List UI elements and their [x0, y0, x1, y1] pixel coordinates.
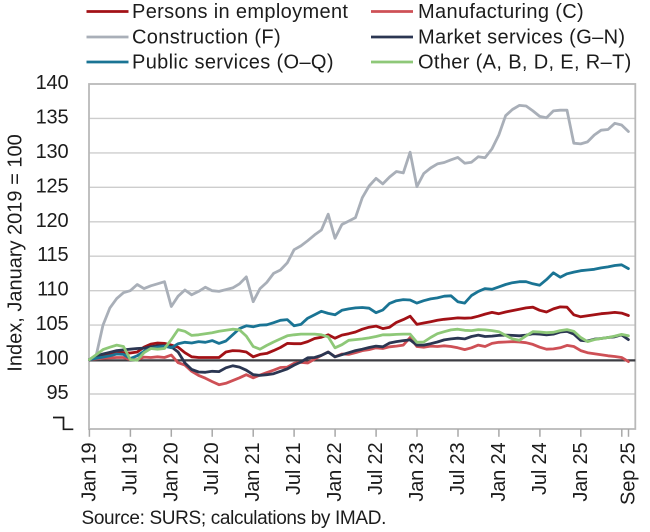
- svg-text:135: 135: [36, 106, 69, 128]
- svg-text:140: 140: [36, 72, 69, 94]
- svg-text:Persons in employment: Persons in employment: [132, 1, 348, 23]
- svg-text:Jan 21: Jan 21: [242, 442, 264, 501]
- svg-text:115: 115: [37, 244, 68, 266]
- svg-text:Index, January 2019 = 100: Index, January 2019 = 100: [5, 134, 27, 371]
- svg-text:95: 95: [47, 382, 69, 404]
- svg-text:130: 130: [36, 141, 69, 163]
- svg-text:125: 125: [36, 175, 69, 197]
- svg-text:110: 110: [37, 279, 68, 301]
- svg-text:Jul 22: Jul 22: [365, 442, 387, 494]
- svg-text:Jan 24: Jan 24: [488, 442, 510, 501]
- svg-text:Market services (G–N): Market services (G–N): [418, 27, 625, 49]
- svg-text:100: 100: [36, 348, 69, 370]
- svg-text:Other (A, B, D, E, R–T): Other (A, B, D, E, R–T): [418, 52, 632, 74]
- svg-text:Jul 19: Jul 19: [119, 442, 141, 494]
- svg-text:Jan 19: Jan 19: [78, 442, 100, 501]
- svg-text:Jan 20: Jan 20: [160, 442, 182, 501]
- svg-text:Jul 21: Jul 21: [283, 442, 305, 494]
- svg-text:Source: SURS; calculations by: Source: SURS; calculations by IMAD.: [82, 508, 387, 529]
- svg-text:105: 105: [36, 313, 69, 335]
- svg-text:120: 120: [36, 210, 69, 232]
- svg-text:Jan 22: Jan 22: [324, 442, 346, 501]
- svg-text:Manufacturing (C): Manufacturing (C): [418, 1, 584, 23]
- svg-text:Jan 25: Jan 25: [570, 442, 592, 501]
- svg-text:Construction (F): Construction (F): [132, 27, 281, 49]
- svg-text:Jan 23: Jan 23: [406, 442, 428, 501]
- svg-text:Sep 25: Sep 25: [618, 442, 640, 505]
- svg-text:Jul 23: Jul 23: [447, 442, 469, 494]
- svg-text:Jul 24: Jul 24: [529, 442, 551, 494]
- svg-text:Public services (O–Q): Public services (O–Q): [132, 52, 334, 74]
- svg-text:Jul 20: Jul 20: [201, 442, 223, 494]
